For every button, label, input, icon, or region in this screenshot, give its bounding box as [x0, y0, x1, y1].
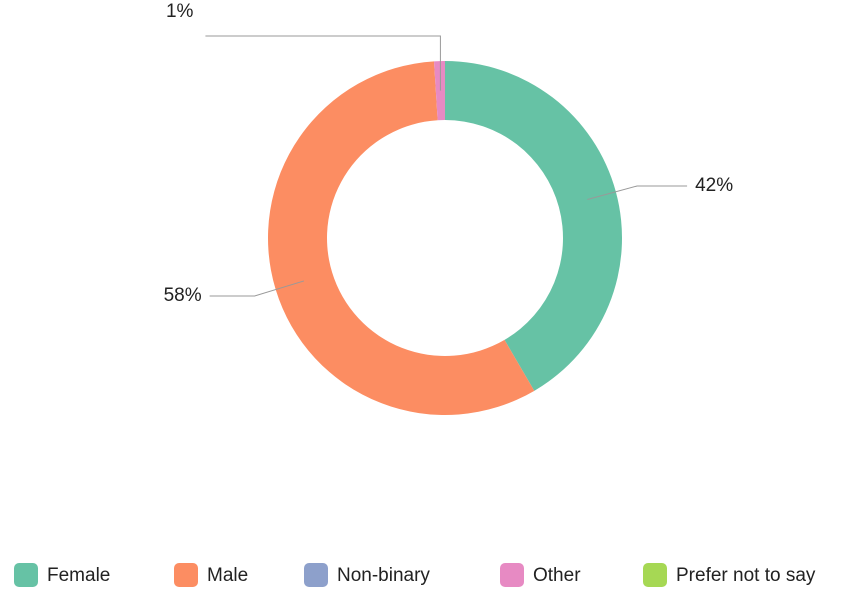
- legend-label: Male: [207, 565, 248, 586]
- leader-line: [587, 185, 688, 200]
- legend-swatch: [304, 563, 328, 587]
- legend-label: Non-binary: [337, 565, 430, 586]
- data-label: 1%: [166, 1, 194, 22]
- data-label: 42%: [695, 175, 733, 196]
- leader-line: [209, 280, 305, 297]
- data-label: 58%: [164, 285, 202, 306]
- legend-label: Female: [47, 565, 110, 586]
- legend-label: Prefer not to say: [676, 565, 816, 586]
- slice: [268, 61, 535, 416]
- legend-swatch: [14, 563, 38, 587]
- legend-swatch: [174, 563, 198, 587]
- slice: [433, 61, 445, 121]
- legend-swatch: [500, 563, 524, 587]
- legend-swatch: [643, 563, 667, 587]
- legend-label: Other: [533, 565, 581, 586]
- leader-line: [205, 35, 441, 91]
- slice: [445, 61, 622, 391]
